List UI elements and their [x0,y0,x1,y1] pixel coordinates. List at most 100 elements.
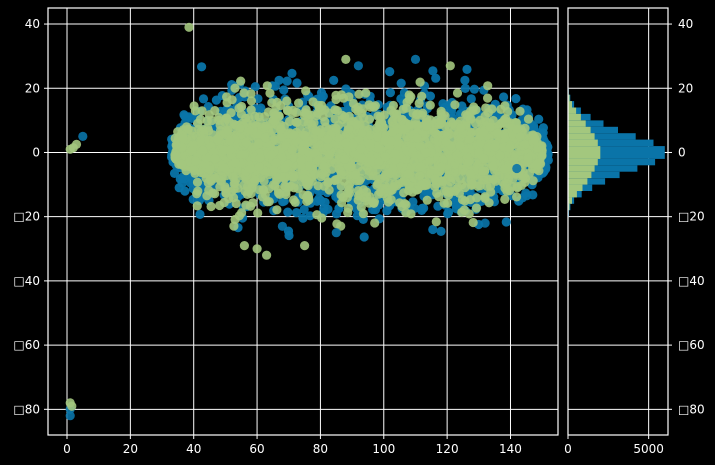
series-a-point [250,82,260,92]
histogram-y-tick-label: □80 [678,402,705,416]
histogram-y-tick-label: □60 [678,338,705,352]
histogram-x-tick-label: 0 [564,442,572,456]
series-b-point [241,113,251,123]
series-a-point [469,84,479,94]
series-b-point [422,195,432,205]
series-b-point [454,188,464,198]
series-b-point [177,159,187,169]
histogram-series-b-bar [568,146,601,153]
series-b-point [343,180,353,191]
series-a-point [410,54,421,64]
series-b-point [346,161,356,172]
series-b-point [343,203,353,213]
series-a-point [274,75,284,85]
histogram-series-a-bar [568,146,665,153]
series-b-point [171,140,181,150]
series-b-point [528,176,538,186]
histogram-series-b-bar [568,126,591,134]
series-b-point [221,184,231,194]
series-b-point [318,112,328,122]
series-b-point [260,132,270,143]
histogram-series-b-bar [568,94,570,102]
histogram-series-a-bar [568,126,618,134]
scatter-frame [47,7,559,436]
series-a-point [431,73,441,83]
series-b-point [515,106,525,116]
series-b-point [372,123,382,133]
series-b-point [340,154,350,164]
series-b-point [220,117,230,127]
series-b-point [348,140,358,150]
series-b-point [504,186,515,196]
scatter-y-tick-label: □80 [13,402,40,416]
series-b-point [422,114,432,124]
series-b-point [191,156,201,166]
series-b-point [308,134,318,144]
series-a-point [462,64,472,74]
series-b-point [425,100,435,110]
series-b-point [192,177,203,187]
scatter-x-tick-label: 100 [372,442,395,456]
series-b-point [296,156,306,166]
series-b-point [471,203,482,213]
series-b-point [225,145,235,155]
series-b-point [268,124,278,135]
series-b-point [212,134,223,144]
series-b-point [468,217,478,228]
scatter-x-tick-label: 140 [499,442,522,456]
series-b-point [308,97,318,107]
series-b-point [397,177,407,187]
series-b-point [417,91,427,101]
series-b-point [282,96,292,106]
series-a-point [534,114,544,124]
series-b-point [357,166,367,176]
series-a-point [480,218,490,228]
series-b-point [280,163,290,173]
series-b-point [210,173,220,183]
series-a-point [359,232,369,242]
series-b-point [228,172,238,183]
series-b-point [512,124,522,134]
series-a-point [511,94,521,104]
series-b-point [270,110,280,120]
series-b-point [512,183,522,193]
series-b-point [338,93,349,103]
series-a-point [436,226,446,236]
series-a-point [179,110,189,120]
series-a-point [197,62,207,72]
series-b-point [490,142,500,152]
series-b-point [208,188,218,198]
series-a-point [331,209,342,219]
series-b-point [403,169,413,179]
series-b-point [503,174,514,184]
series-b-point [471,105,481,115]
series-b-point [310,170,320,180]
series-b-point [408,108,418,118]
series-b-point [237,150,247,160]
series-b-point [383,168,393,178]
series-b-point [369,102,379,112]
series-a-point [314,194,324,204]
series-b-point [252,244,262,254]
series-b-point [501,114,511,124]
series-b-point [421,148,431,158]
series-b-point [183,124,193,134]
series-b-point [515,132,525,142]
series-a-point [198,94,209,104]
series-b-point [272,97,282,107]
series-b-point [483,142,493,152]
series-b-point [261,121,271,131]
scatter-x-ticks: 0 20 40 60 80 100 120 140 [63,435,522,456]
series-b-point [478,166,488,176]
series-a-point [460,83,470,93]
series-b-point [336,190,346,200]
series-b-point [361,88,371,98]
series-b-point [437,176,447,186]
series-b-point [313,181,323,191]
series-b-point [374,157,384,167]
histogram-series-b-bar [568,113,581,121]
histogram-x-tick-label: 5000 [633,442,664,456]
histogram-series-a-bar [568,152,665,159]
series-b-point [450,174,460,185]
